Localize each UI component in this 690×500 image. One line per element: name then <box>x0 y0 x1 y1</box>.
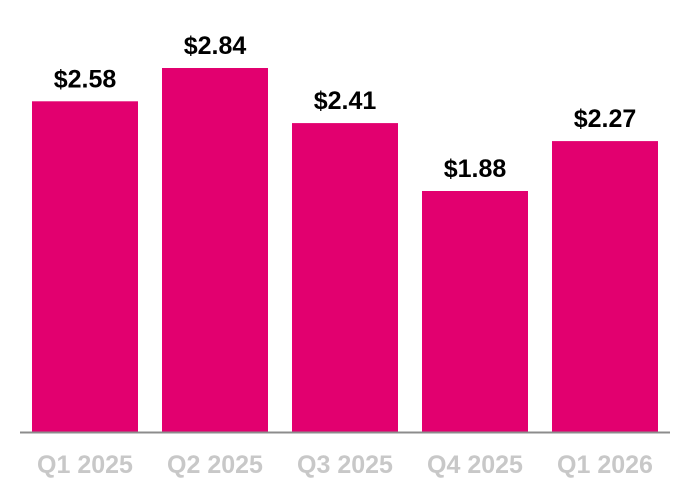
bars-group <box>32 68 658 433</box>
x-tick-label: Q4 2025 <box>427 451 523 479</box>
data-label: $2.27 <box>574 105 637 133</box>
bar-q3-2025 <box>292 123 398 432</box>
bar-q4-2025 <box>422 191 528 432</box>
data-label: $2.84 <box>184 32 247 60</box>
data-labels-group: $2.58 $2.84 $2.41 $1.88 $2.27 <box>54 32 637 183</box>
x-tick-labels-group: Q1 2025 Q2 2025 Q3 2025 Q4 2025 Q1 2026 <box>37 451 653 479</box>
x-tick-label: Q1 2026 <box>557 451 653 479</box>
x-tick-label: Q3 2025 <box>297 451 393 479</box>
x-tick-label: Q2 2025 <box>167 451 263 479</box>
bar-q1-2026 <box>552 141 658 432</box>
bar-q1-2025 <box>32 101 138 433</box>
data-label: $1.88 <box>444 155 507 183</box>
data-label: $2.41 <box>314 87 377 115</box>
data-label: $2.58 <box>54 65 117 93</box>
bar-q2-2025 <box>162 68 268 432</box>
x-tick-label: Q1 2025 <box>37 451 133 479</box>
